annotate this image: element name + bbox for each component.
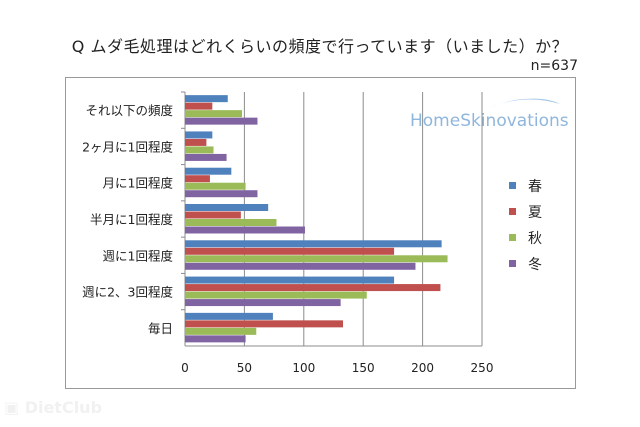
bar-夏 (185, 102, 213, 110)
bar-冬 (185, 190, 258, 198)
bar-夏 (185, 211, 241, 219)
bar-春 (185, 131, 213, 139)
bar-秋 (185, 219, 277, 226)
bar-冬 (185, 299, 341, 307)
legend-label: 秋 (528, 231, 542, 247)
bar-冬 (185, 153, 227, 161)
bar-秋 (185, 182, 246, 190)
watermark: ▣ DietClub (4, 398, 103, 417)
x-tick-label: 250 (471, 361, 494, 375)
chart-title: Q ムダ毛処理はどれくらいの頻度で行っています（いました）か？ (71, 37, 569, 56)
bar-春 (185, 240, 442, 248)
y-tick-label: それ以下の頻度 (85, 103, 173, 118)
bar-春 (185, 276, 395, 284)
bar-秋 (185, 291, 367, 299)
bar-冬 (185, 226, 305, 234)
y-tick-label: 半月に1回程度 (90, 212, 173, 227)
y-tick-label: 週に2、3回程度 (82, 285, 173, 300)
logo-text: HomeSkinovations (410, 111, 569, 131)
y-tick-label: 週に1回程度 (103, 248, 174, 263)
bar-夏 (185, 138, 207, 146)
y-tick-label: 月に1回程度 (103, 176, 174, 191)
legend-label: 夏 (528, 205, 542, 221)
bar-冬 (185, 117, 258, 125)
legend-swatch (509, 260, 516, 267)
y-tick-label: 2ヶ月に1回程度 (82, 139, 173, 154)
bar-冬 (185, 335, 246, 343)
bar-夏 (185, 175, 210, 183)
bar-夏 (185, 320, 344, 328)
bar-秋 (185, 327, 257, 335)
bar-夏 (185, 247, 395, 255)
bar-春 (185, 312, 273, 320)
bar-秋 (185, 255, 448, 263)
logo-swoosh (478, 98, 560, 112)
bar-春 (185, 204, 269, 211)
bar-夏 (185, 284, 441, 292)
x-tick-label: 200 (411, 361, 434, 375)
legend-swatch (509, 234, 516, 241)
x-tick-label: 50 (237, 361, 252, 375)
legend-swatch (509, 208, 516, 215)
bar-秋 (185, 110, 243, 118)
bar-春 (185, 95, 228, 103)
chart-frame (65, 77, 576, 389)
x-tick-label: 0 (181, 361, 189, 375)
legend-label: 春 (528, 179, 542, 195)
bar-秋 (185, 146, 214, 154)
bar-春 (185, 167, 232, 175)
bar-冬 (185, 262, 416, 270)
x-tick-label: 100 (292, 361, 315, 375)
sample-size: n=637 (530, 58, 578, 74)
legend-label: 冬 (528, 257, 542, 273)
y-tick-label: 毎日 (148, 321, 173, 336)
legend-swatch (509, 182, 516, 189)
x-tick-label: 150 (352, 361, 375, 375)
